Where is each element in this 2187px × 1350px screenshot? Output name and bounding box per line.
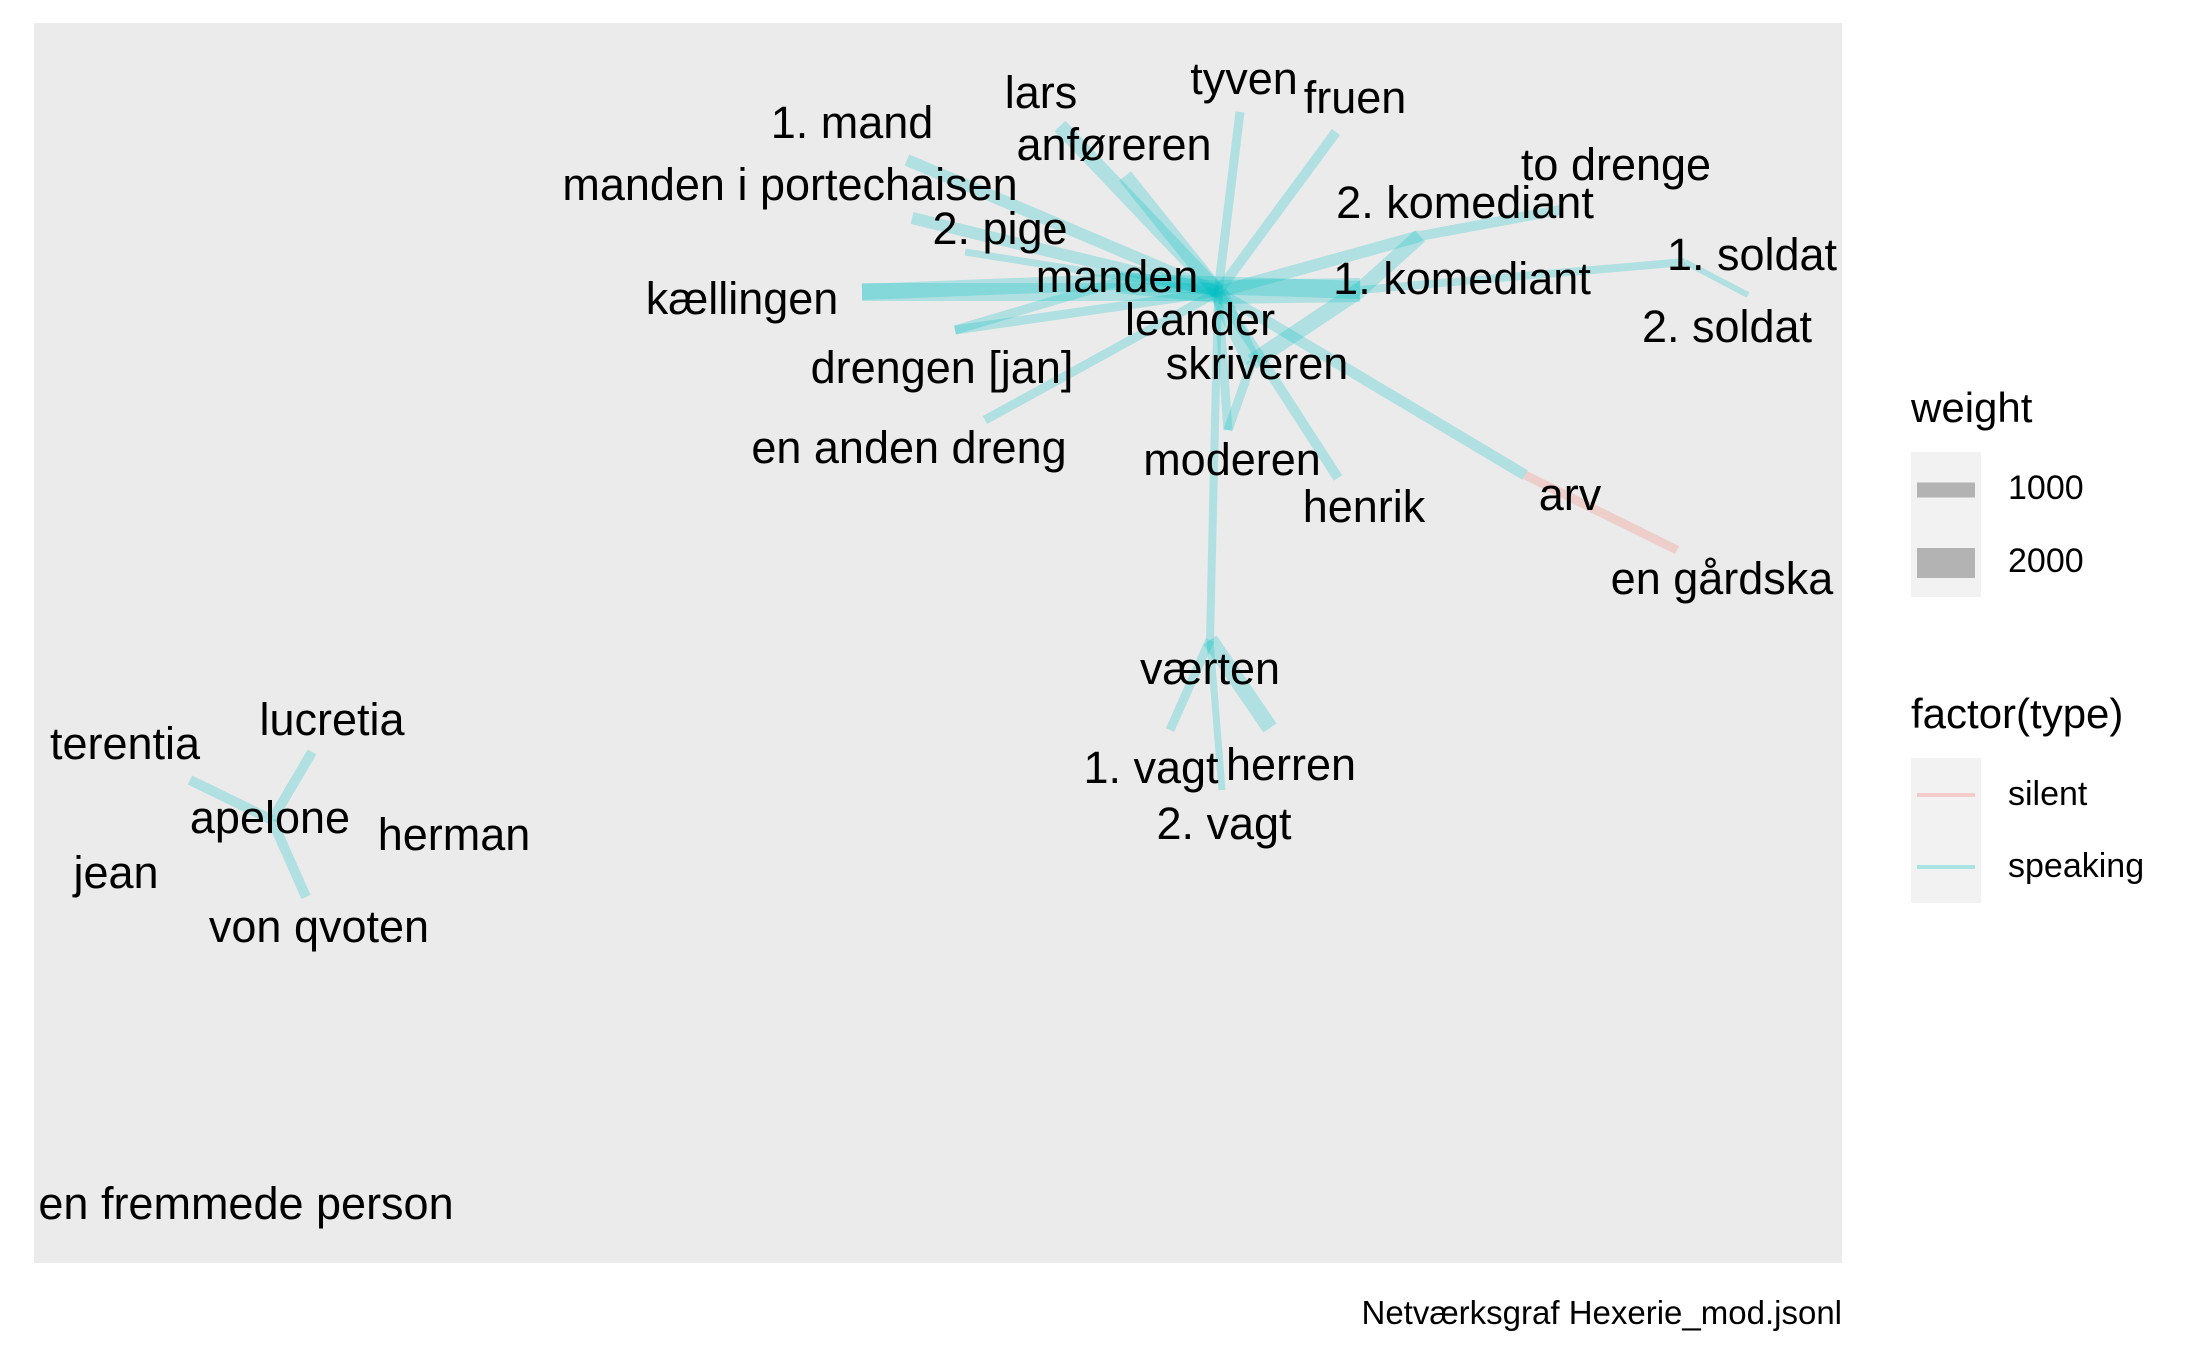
edge-v-rten-1-vagt [1165,638,1215,732]
legend-type-label-silent: silent [2008,775,2088,813]
legend-type-label-speaking: speaking [2008,847,2144,885]
edge-leander-manden-i-portechaisen [910,212,1220,298]
node-label-1-komediant: 1. komediant [1333,253,1591,304]
node-label-drengen-jan-: drengen [jan] [811,342,1074,393]
legend-weight-label-2000: 2000 [2008,542,2084,580]
edge-leander-arv [1215,287,1528,480]
edge-leander-moderen [1213,291,1233,431]
edge-v-rten-2-vagt [1206,639,1226,791]
legend-weight-title: weight [1910,384,2033,431]
node-label-von-qvoten: von qvoten [209,901,429,952]
edge-leander-2-pige [964,248,1219,296]
node-label-anføreren: anføreren [1016,119,1211,170]
node-label-to-drenge: to drenge [1521,139,1711,190]
edge-2-komediant-to-drenge [1419,205,1561,241]
legend-weight-key-1000 [1917,482,1975,498]
edge-leander-1-mand [904,154,1221,298]
edge-leander-fruen [1213,129,1341,295]
edge-1-komediant-1-soldat [1359,258,1686,294]
node-label-2-vagt: 2. vagt [1156,798,1292,849]
node-label-jean: jean [71,847,158,898]
edge-leander-henrik [1213,289,1343,481]
node-label-en-fremmede-person: en fremmede person [38,1178,453,1229]
node-label-1-vagt: 1. vagt [1083,742,1219,793]
node-label-en-gårdskarl: en gårdska [1611,553,1835,604]
edge-1-soldat-2-soldat [1683,259,1750,298]
node-label-herren: herren [1226,739,1356,790]
edge-leander-en-anden-dreng [982,288,1221,424]
node-label-1-soldat: 1. soldat [1667,229,1838,280]
edges-layer [187,111,1750,900]
node-label-2-soldat: 2. soldat [1642,301,1813,352]
caption: Netværksgraf Hexerie_mod.jsonl [1361,1294,1842,1331]
edge-leander-anf-reren [1119,171,1224,297]
node-label-tyven: tyven [1190,53,1298,104]
node-label-leander: leander [1125,294,1275,345]
node-label-2-komediant: 2. komediant [1336,177,1594,228]
node-label-2-pige: 2. pige [932,203,1067,254]
edge-leander-v-rten [1206,291,1222,641]
edge-leander-manden [1115,271,1220,303]
node-label-lucretia: lucretia [259,694,405,745]
node-label-en-anden-dreng: en anden dreng [751,422,1066,473]
edge-leander-lars [1054,120,1224,298]
node-label-terentia: terentia [50,718,201,769]
edge-leander-1-komediant [1217,278,1361,304]
edge-apelone-terentia [187,775,275,825]
edge-leander-2-komediant [1216,230,1422,298]
edge-manden-drengen-jan- [953,277,1119,335]
edge-leander-skriveren [1209,288,1261,366]
edge-v-rten-herren [1203,635,1277,733]
edge-manden-1-komediant [1116,273,1361,299]
node-label-værten: værten [1140,643,1280,694]
edge-skriveren-moderen [1223,360,1257,432]
legend-weight-key-2000 [1917,548,1975,578]
legend-type-keys-bg [1911,758,1981,903]
edge-1-komediant-2-komediant [1354,230,1426,296]
node-label-henrik: henrik [1303,481,1426,532]
node-label-apelone: apelone [190,792,350,843]
edge-manden-k-llingen [861,274,1118,300]
legend: weight 1000 2000 factor(type) silent spe… [1910,384,2144,903]
node-label-1-mand: 1. mand [771,97,934,148]
legend-type-title: factor(type) [1911,690,2123,737]
edge-leander-tyven [1213,111,1245,293]
node-label-lars: lars [1005,67,1078,118]
node-label-fruen: fruen [1304,72,1407,123]
edge-leander-drengen-jan- [954,287,1219,335]
node-label-manden: manden [1036,251,1199,302]
node-label-skriveren: skriveren [1166,338,1349,389]
node-label-manden-i-portechaisen: manden i portechaisen [562,159,1017,210]
edge-arv-en-g-rdskarl [1523,470,1679,555]
edge-skriveren-1-komediant [1247,283,1365,369]
node-label-kællingen: kællingen [646,273,839,324]
edge-apelone-lucretia [267,749,317,823]
edge-apelone-von-qvoten [267,817,311,900]
plot-panel [34,23,1842,1263]
node-label-herman: herman [378,809,531,860]
node-label-arv: arv [1539,469,1602,520]
node-label-moderen: moderen [1143,434,1321,485]
legend-weight-label-1000: 1000 [2008,469,2084,507]
